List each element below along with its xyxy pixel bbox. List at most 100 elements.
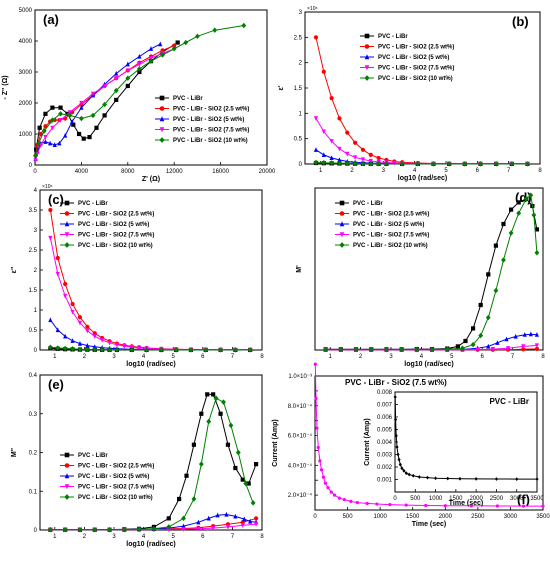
data-point (151, 526, 157, 532)
data-point (329, 155, 334, 161)
data-point (92, 344, 97, 349)
x-tick-label: 16000 (212, 169, 229, 175)
x-axis-label: log10 (rad/sec) (404, 361, 453, 368)
data-point (321, 160, 327, 166)
data-point (43, 111, 48, 116)
data-point (493, 287, 499, 294)
data-point (158, 41, 163, 47)
y-tick-label: 0.005 (377, 428, 393, 434)
y-tick-label: 5000 (19, 8, 33, 14)
legend-entry: PVC - LiBr - SiO2 (5 wt%) (173, 117, 244, 123)
data-point (337, 496, 342, 500)
data-point (148, 46, 154, 51)
data-point (535, 477, 539, 482)
legend-entry: PVC - LiBr - SiO2 (5 wt%) (353, 222, 424, 228)
data-point (404, 503, 408, 507)
panel-label: (b) (512, 14, 529, 29)
data-point (508, 207, 514, 212)
x-tick-label: 6 (201, 354, 205, 360)
data-point (329, 490, 333, 494)
data-point (211, 525, 216, 531)
data-point (52, 142, 57, 147)
data-point (158, 347, 164, 353)
x-tick-label: 3 (112, 354, 116, 360)
x-tick-label: 0 (393, 496, 397, 502)
data-point (353, 346, 359, 353)
y-tick-label: 1 (299, 111, 303, 117)
data-point (77, 320, 83, 326)
data-point (398, 462, 402, 467)
data-point (225, 442, 231, 447)
data-point (36, 140, 41, 146)
data-point (505, 346, 511, 351)
data-point (376, 161, 382, 167)
data-point (353, 155, 358, 161)
y-axis-label: ε' (278, 85, 285, 90)
y-axis-label: ε" (11, 267, 18, 274)
x-tick-label: 2 (359, 354, 363, 360)
legend-entry: PVC - LiBr (173, 96, 203, 102)
data-point (395, 445, 399, 449)
data-point (513, 333, 518, 339)
data-point (102, 113, 107, 118)
data-point (125, 83, 130, 89)
data-point (166, 516, 171, 521)
y-tick-label: 2 (299, 61, 303, 67)
y-tick-label: 8.0×10⁻⁴ (288, 403, 313, 410)
data-point (94, 125, 99, 130)
x-tick-label: 8 (538, 168, 542, 174)
legend-entry: PVC - LiBr - SiO2 (7.5 wt%) (378, 66, 454, 72)
data-point (62, 526, 68, 533)
y-tick-label: 1.5 (29, 288, 38, 294)
legend-marker (339, 200, 345, 206)
x-tick-label: 6 (481, 354, 485, 360)
series-pvc-libr-sio2-10-wt- (323, 192, 540, 353)
chart-title: PVC - LiBr - SiO2 (7.5 wt%) (345, 378, 447, 387)
plot-frame (394, 391, 538, 493)
legend: PVC - LiBr PVC - LiBr - SiO2 (2.5 wt%) PVC… (60, 200, 154, 249)
series-pvc-libr-sio2-5-wt- (33, 41, 163, 161)
data-point (206, 418, 212, 425)
y-tick-label: 0 (29, 163, 33, 169)
data-point (313, 116, 319, 121)
y-tick-label: 2.5 (29, 248, 38, 254)
x-tick-label: 7 (231, 534, 235, 540)
legend-marker (339, 232, 345, 238)
data-point (485, 314, 491, 321)
data-point (250, 500, 256, 506)
data-point (121, 526, 127, 533)
data-point (424, 503, 428, 508)
data-point (349, 499, 353, 503)
legend-entry: PVC - LiBr - SiO2 (10 wt%) (78, 495, 153, 501)
data-point (384, 346, 389, 353)
series-pvc-libr-sio2-7-5-wt- (33, 46, 177, 163)
data-point (329, 96, 334, 101)
data-point (92, 331, 97, 336)
x-tick-label: 1500 (406, 514, 420, 520)
x-tick-label: 7 (231, 354, 235, 360)
x-tick-label: 4 (142, 534, 146, 540)
x-tick-label: 6 (476, 168, 480, 174)
data-point (365, 501, 369, 506)
series-line (35, 48, 175, 161)
x-tick-label: 1000 (429, 496, 443, 502)
data-point (181, 523, 186, 529)
data-point (102, 83, 107, 89)
data-point (345, 151, 350, 157)
data-point (355, 500, 359, 505)
legend-marker (364, 33, 370, 39)
x-tick-label: 2 (83, 534, 87, 540)
data-point (137, 345, 142, 351)
x-tick-label: 2500 (490, 496, 504, 502)
x-tick-label: 1500 (449, 496, 463, 502)
y-tick-label: 6.0×10⁻⁴ (288, 433, 313, 440)
data-point (528, 331, 533, 337)
data-point (47, 526, 53, 533)
legend-entry: PVC - LiBr - SiO2 (7.5 wt%) (78, 485, 154, 491)
legend-marker (159, 106, 165, 111)
panel-label: (f) (517, 492, 530, 507)
y-tick-label: 0 (34, 348, 38, 354)
data-point (191, 442, 197, 447)
